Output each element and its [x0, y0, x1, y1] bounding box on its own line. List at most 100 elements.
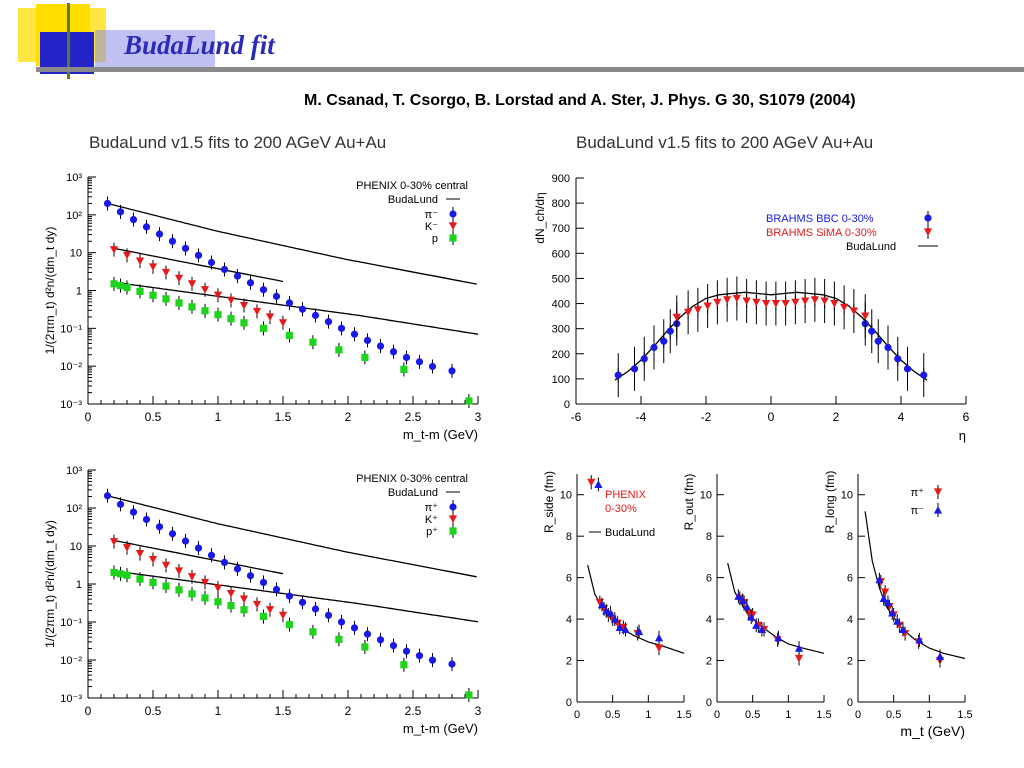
- data-point: [337, 618, 346, 626]
- y-tick-label: 600: [552, 248, 570, 260]
- fit-curve: [864, 511, 966, 660]
- data-point: [666, 327, 674, 335]
- data-point: [337, 324, 346, 332]
- data-point: [849, 307, 858, 316]
- slide-title: BudaLund fit: [124, 30, 275, 60]
- y-tick-label: 4: [706, 614, 712, 626]
- data-point: [148, 555, 158, 564]
- x-tick-label: 6: [963, 410, 970, 424]
- data-point: [252, 307, 262, 316]
- data-point: [742, 602, 752, 611]
- y-tick-label: 0: [706, 697, 712, 709]
- x-tick-label: 0: [85, 704, 92, 718]
- x-tick-label: 1.5: [275, 410, 292, 424]
- data-point: [606, 608, 615, 617]
- data-point: [103, 492, 112, 500]
- data-point: [168, 530, 177, 538]
- y-tick-label: 1: [76, 579, 82, 591]
- data-point: [324, 611, 333, 619]
- x-tick-label: 0.5: [886, 709, 901, 721]
- data-point: [771, 299, 780, 308]
- data-point: [311, 311, 320, 319]
- chart-r-side: 0 0.5 1 1.5 0 2 4 6 8 10 R_side (fm) PHENIX 0-30% Bud…: [542, 471, 692, 721]
- legend-header: PHENIX 0-30% central: [356, 473, 468, 485]
- data-point: [162, 582, 170, 590]
- data-point: [672, 313, 681, 322]
- data-point: [246, 572, 255, 580]
- data-point: [324, 318, 333, 326]
- fit-curve: [113, 539, 284, 575]
- fit-curve: [107, 202, 477, 285]
- x-tick-label: 1.5: [275, 704, 292, 718]
- fit-curve: [614, 291, 928, 381]
- data-point: [894, 355, 902, 363]
- y-tick-label: 10⁻²: [60, 361, 82, 373]
- data-point: [311, 605, 320, 613]
- fit-curve: [113, 247, 284, 283]
- data-point: [747, 612, 756, 621]
- legend-header: PHENIX 0-30% central: [356, 180, 468, 192]
- data-point: [883, 598, 893, 607]
- data-point: [335, 346, 343, 354]
- y-tick-label: 2: [706, 656, 712, 668]
- legend-label: BRAHMS BBC 0-30%: [766, 213, 874, 225]
- data-point: [879, 594, 888, 602]
- x-tick-label: 1: [215, 410, 222, 424]
- data-point: [161, 268, 171, 277]
- data-point: [188, 303, 196, 311]
- data-point: [194, 544, 203, 552]
- y-tick-label: 8: [566, 531, 572, 543]
- x-tick-label: 2: [345, 704, 352, 718]
- legend-fit-label: BudaLund: [388, 194, 438, 206]
- data-point: [594, 480, 603, 488]
- data-point: [142, 223, 151, 231]
- y-tick-label: 400: [552, 299, 570, 311]
- data-point: [861, 312, 870, 321]
- data-point: [610, 614, 619, 623]
- data-point: [227, 315, 235, 323]
- left-header: BudaLund v1.5 fits to 200 AGeV Au+Au: [89, 133, 386, 152]
- data-point: [794, 654, 804, 663]
- data-point: [762, 299, 771, 308]
- data-point: [898, 625, 908, 634]
- data-point: [748, 611, 757, 620]
- data-point: [309, 628, 317, 636]
- data-point: [734, 592, 743, 600]
- fit-curve: [113, 281, 479, 335]
- y-tick-label: 10³: [66, 172, 82, 184]
- data-point: [920, 371, 928, 379]
- y-tick-label: 4: [566, 614, 572, 626]
- data-point: [448, 367, 456, 375]
- fit-curve: [113, 570, 479, 623]
- data-point: [376, 342, 385, 350]
- legend-label: p: [432, 233, 438, 245]
- data-point: [428, 656, 437, 664]
- legend-marker: [448, 222, 458, 231]
- deco-horizontal-line: [36, 67, 1024, 72]
- data-point: [376, 636, 385, 644]
- data-point: [868, 327, 876, 335]
- y-tick-label: 8: [706, 531, 712, 543]
- data-point: [174, 274, 184, 283]
- data-point: [363, 630, 372, 638]
- chart-spectra-negative: 0 0.5 1 1.5 2 2.5 3 10⁻³ 10⁻² 10⁻¹ 1 10 10² 10³ m_t-m …: [43, 172, 482, 442]
- data-point: [240, 319, 248, 327]
- data-point: [732, 294, 741, 303]
- chart-spectra-positive: 0 0.5 1 1.5 2 2.5 3 10⁻³ 10⁻² 10⁻¹ 1 10 10² 10³ m_t-m …: [43, 465, 482, 736]
- y-tick-label: 0: [564, 399, 570, 411]
- data-point: [830, 299, 839, 308]
- data-point: [361, 353, 369, 362]
- y-tick-label: 10: [560, 490, 572, 502]
- legend-label: π⁺: [911, 487, 925, 499]
- y-tick-label: 1: [76, 286, 82, 298]
- data-point: [220, 558, 229, 567]
- data-point: [187, 573, 197, 581]
- data-point: [621, 625, 630, 634]
- y-tick-label: 6: [566, 573, 572, 585]
- data-point: [227, 602, 235, 610]
- x-tick-label: 3: [475, 410, 482, 424]
- y-tick-label: 10²: [66, 210, 82, 222]
- data-point: [820, 297, 829, 306]
- data-point: [389, 641, 398, 650]
- data-point: [448, 660, 456, 668]
